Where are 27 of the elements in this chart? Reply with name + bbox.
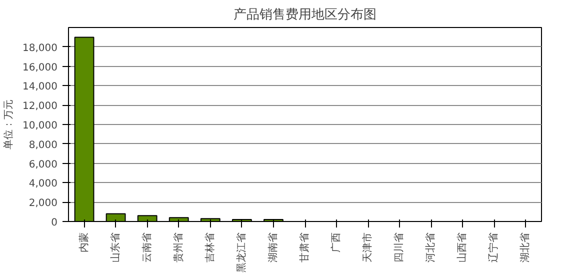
x-tick-label: 湖北省: [519, 232, 532, 262]
x-tick-label: 云南省: [140, 232, 153, 262]
x-tick-label: 山西省: [456, 232, 468, 262]
y-tick-label: 0: [51, 218, 58, 228]
x-tick-label: 天津市: [362, 232, 374, 262]
x-tick-label: 吉林省: [204, 232, 216, 262]
x-tick-label: 贵州省: [172, 232, 184, 262]
y-axis-title: 单位：万元: [2, 100, 15, 150]
x-tick-label: 山东省: [109, 232, 122, 262]
y-tick-label: 8,000: [28, 140, 58, 151]
y-tick-label: 10,000: [22, 120, 58, 132]
x-tick-label: 四川省: [393, 232, 406, 262]
x-tick-label: 甘肃省: [298, 232, 310, 262]
y-tick-label: 2,000: [28, 198, 58, 210]
y-tick-label: 6,000: [28, 159, 58, 170]
y-tick-label: 18,000: [22, 42, 58, 54]
x-tick-label: 广西: [330, 232, 342, 252]
y-tick-label: 4,000: [28, 178, 58, 190]
y-tick-label: 14,000: [22, 82, 58, 93]
y-tick-label: 12,000: [22, 101, 58, 112]
chart-title: 产品销售费用地区分布图: [234, 8, 376, 22]
x-tick-label: 黑龙江省: [235, 232, 248, 272]
y-tick-label: 16,000: [22, 62, 58, 74]
x-tick-label: 辽宁省: [488, 232, 500, 262]
x-tick-label: 湖南省: [266, 232, 279, 262]
x-tick-label: 河北省: [424, 232, 437, 262]
x-tick-label: 内蒙: [78, 232, 90, 252]
